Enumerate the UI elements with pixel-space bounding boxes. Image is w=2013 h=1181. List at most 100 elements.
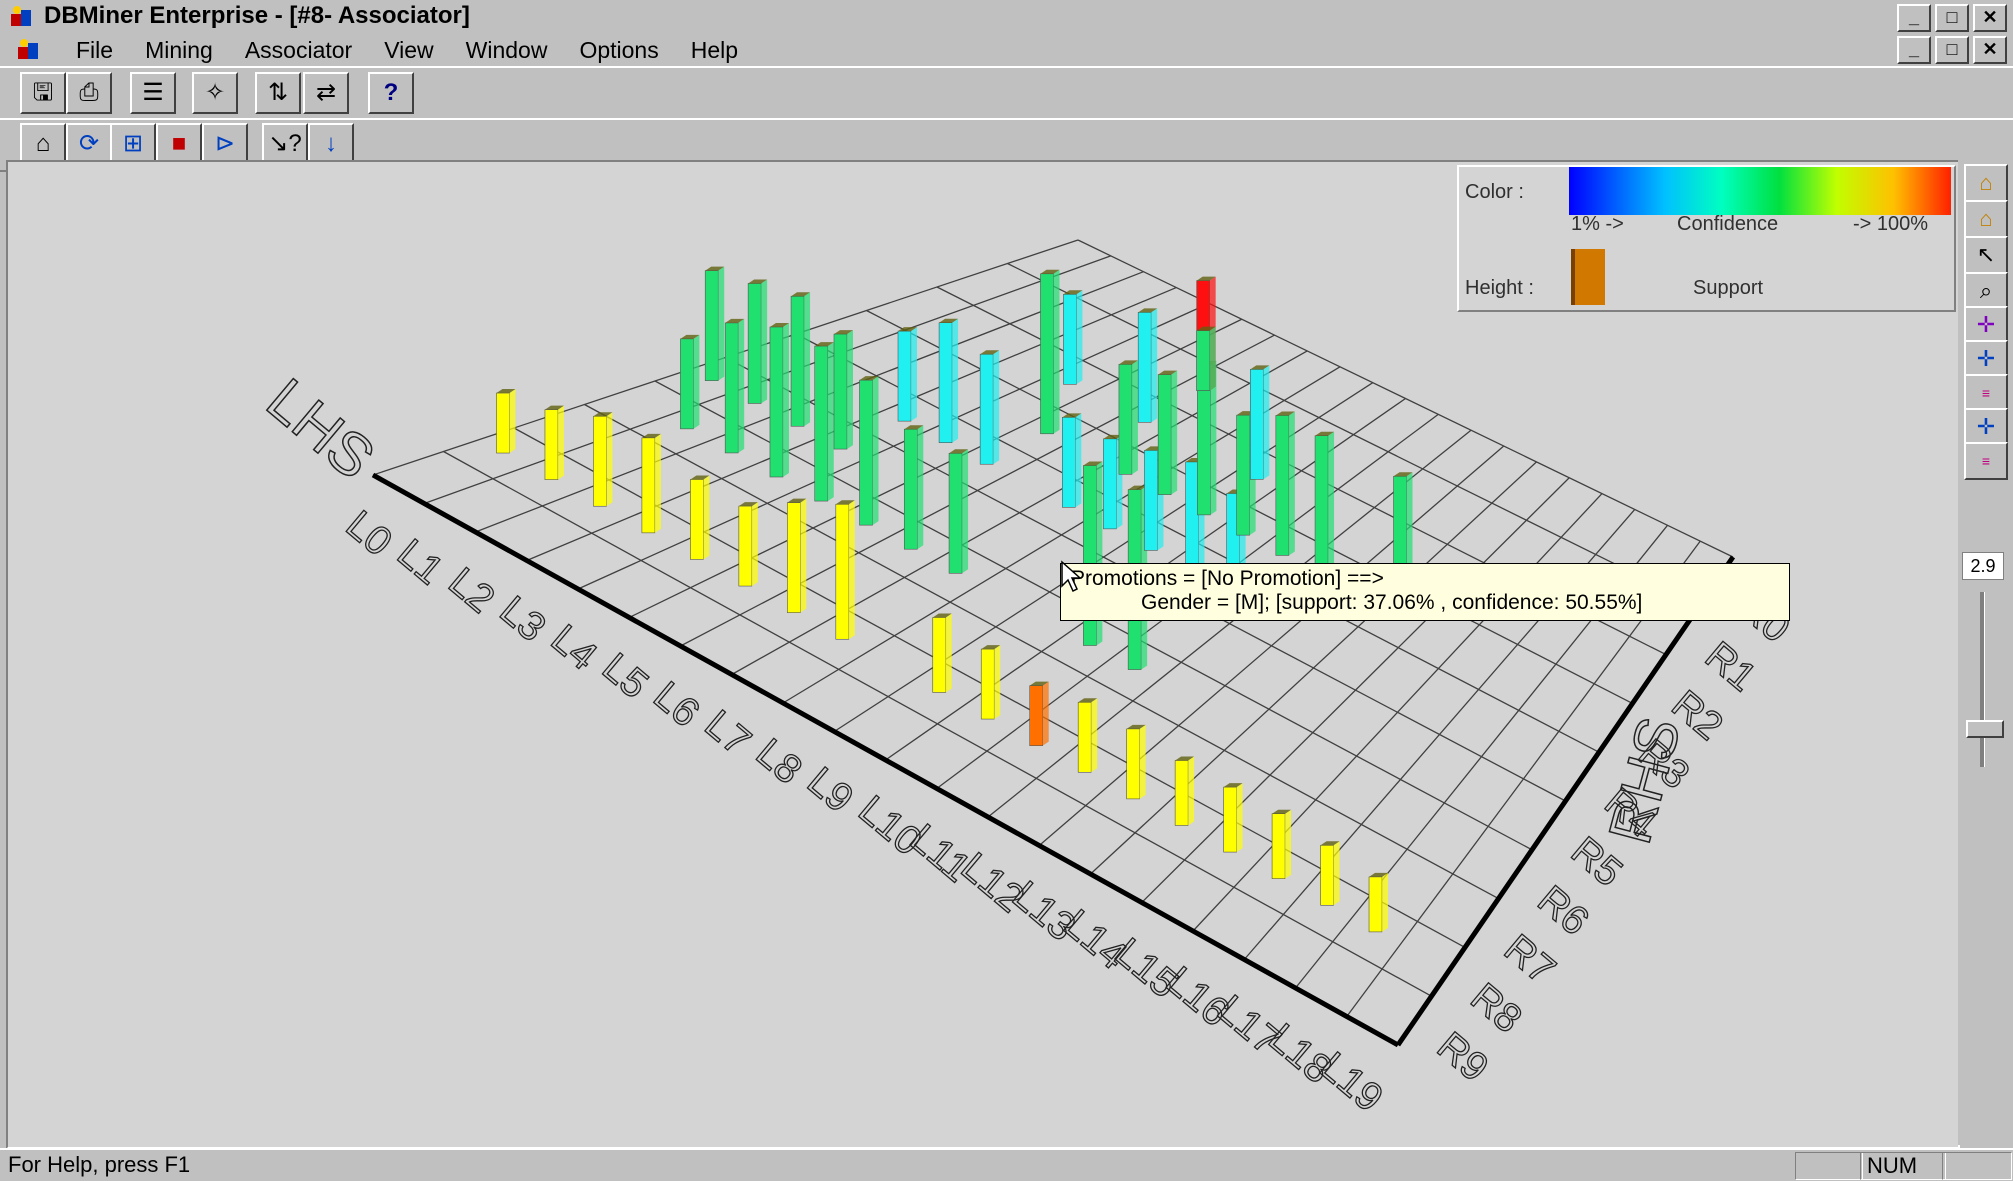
- grid-line: [371, 472, 1400, 1048]
- association-bar[interactable]: [496, 389, 516, 454]
- rhs-tick-label: R9: [1429, 1024, 1496, 1091]
- title-bar: DBMiner Enterprise - [#8- Associator] _ …: [0, 0, 2013, 35]
- association-bar[interactable]: [790, 292, 811, 427]
- association-bar[interactable]: [680, 334, 700, 430]
- association-bar[interactable]: [814, 342, 834, 502]
- association-bar[interactable]: [1063, 290, 1083, 385]
- grid-line: [443, 450, 1432, 997]
- close-button[interactable]: ✕: [1973, 4, 2007, 32]
- association-bar[interactable]: [769, 323, 789, 478]
- menu-window[interactable]: Window: [465, 37, 548, 63]
- main-toolbar: 🖫 ⎙ ☰ ✧ ⇅ ⇄ ?: [0, 66, 2013, 120]
- menu-options[interactable]: Options: [579, 37, 659, 63]
- association-bar[interactable]: [1320, 841, 1340, 906]
- child-minimize-button[interactable]: _: [1897, 36, 1931, 64]
- menu-help[interactable]: Help: [690, 37, 739, 63]
- list-view-icon[interactable]: ☰: [130, 72, 176, 114]
- document-icon[interactable]: [14, 37, 42, 63]
- association-bar[interactable]: [979, 350, 1000, 465]
- association-bar[interactable]: [1062, 413, 1082, 508]
- association-bar[interactable]: [835, 500, 855, 640]
- association-bar[interactable]: [980, 645, 1001, 720]
- association-bar[interactable]: [1157, 370, 1178, 495]
- association-bar[interactable]: [787, 498, 807, 613]
- lhs-axis-title: LHS: [255, 366, 387, 492]
- zoom-slider[interactable]: 2.9: [1962, 552, 2012, 777]
- association-bar[interactable]: [1223, 783, 1243, 853]
- association-bar[interactable]: [1118, 360, 1138, 475]
- association-bar[interactable]: [690, 475, 710, 560]
- child-close-button[interactable]: ✕: [1973, 36, 2007, 64]
- rotate-view-icon[interactable]: ✛: [1964, 306, 2008, 344]
- association-bar[interactable]: [544, 405, 564, 480]
- move-icon[interactable]: ✛: [1964, 340, 2008, 378]
- drilldown-icon[interactable]: ↓: [308, 123, 354, 165]
- lhs-tick-label: L5: [594, 645, 656, 707]
- association-bar[interactable]: [1174, 756, 1195, 826]
- association-bar[interactable]: [859, 376, 879, 526]
- association-bar[interactable]: [833, 330, 853, 450]
- association-bar[interactable]: [704, 266, 725, 381]
- branch-icon[interactable]: ⊳: [202, 123, 248, 165]
- grid-line: [584, 403, 1499, 900]
- association-bar[interactable]: [1196, 326, 1216, 391]
- child-restore-button[interactable]: □: [1935, 36, 1969, 64]
- restore-button[interactable]: □: [1935, 4, 1969, 32]
- association-bar[interactable]: [1137, 308, 1158, 423]
- association-bar[interactable]: [948, 449, 969, 574]
- filter-alt-icon[interactable]: ≡: [1964, 442, 2008, 480]
- association-bar[interactable]: [1040, 269, 1060, 435]
- association-bar[interactable]: [1029, 681, 1049, 746]
- move-alt-icon[interactable]: ✛: [1964, 408, 2008, 446]
- association-bar[interactable]: [1271, 809, 1292, 879]
- association-bar[interactable]: [938, 318, 959, 443]
- lhs-tick-label: L1: [389, 531, 451, 593]
- menu-file[interactable]: File: [76, 37, 114, 63]
- filter-icon[interactable]: ≡: [1964, 374, 2008, 412]
- print-icon[interactable]: ⎙: [66, 72, 112, 114]
- slider-track[interactable]: [1980, 592, 1985, 767]
- menu-mining[interactable]: Mining: [145, 37, 213, 63]
- query-icon[interactable]: ↘?: [262, 123, 308, 165]
- association-bar[interactable]: [1126, 724, 1146, 800]
- lhs-tick-label: L6: [645, 673, 707, 735]
- chart-icon[interactable]: ■: [156, 123, 202, 165]
- rotate-icon[interactable]: ⟳: [66, 123, 112, 165]
- association-bar[interactable]: [903, 425, 924, 550]
- support-height-swatch: [1571, 249, 1605, 305]
- association-bar[interactable]: [932, 613, 952, 693]
- select-arrow-icon[interactable]: ↖: [1964, 236, 2008, 274]
- association-bar[interactable]: [593, 412, 613, 507]
- association-bar[interactable]: [747, 279, 768, 404]
- association-bar[interactable]: [1275, 411, 1295, 556]
- menu-associator[interactable]: Associator: [244, 37, 353, 63]
- menu-view[interactable]: View: [384, 37, 434, 63]
- plot-bars: [496, 266, 1413, 933]
- association-bar[interactable]: [897, 327, 918, 422]
- associator-view[interactable]: LHS RHS L0 L1 L2 L3 L4 L5 L6 L7 L8 L9 L10 L11 L12 L13…: [6, 160, 1960, 1149]
- save-icon[interactable]: 🖫: [20, 72, 66, 114]
- association-bar[interactable]: [1314, 431, 1335, 577]
- association-bar[interactable]: [1250, 365, 1270, 480]
- association-bar[interactable]: [738, 502, 758, 587]
- home-icon[interactable]: ⌂: [1964, 164, 2008, 202]
- zoom-icon[interactable]: ⌕: [1964, 272, 2008, 310]
- grid-icon[interactable]: ⊞: [110, 123, 156, 165]
- help-icon[interactable]: ?: [368, 72, 414, 114]
- home-alt-icon[interactable]: ⌂: [1964, 200, 2008, 238]
- association-bar[interactable]: [641, 433, 661, 534]
- association-bar[interactable]: [1368, 872, 1389, 933]
- association-bar[interactable]: [1103, 434, 1123, 530]
- window-title: DBMiner Enterprise - [#8- Associator]: [44, 2, 470, 29]
- grid-line: [1395, 555, 1736, 1047]
- swap-icon[interactable]: ⇄: [303, 72, 349, 114]
- rhs-tick-label: R6: [1529, 877, 1596, 944]
- minimize-button[interactable]: _: [1897, 4, 1931, 32]
- wand-icon[interactable]: ✧: [192, 72, 238, 114]
- slider-thumb[interactable]: [1966, 720, 2004, 738]
- association-bar[interactable]: [1077, 698, 1098, 773]
- sort-icon[interactable]: ⇅: [255, 72, 301, 114]
- properties-icon[interactable]: ⌂: [20, 123, 66, 165]
- status-bar: For Help, press F1 NUM: [0, 1148, 2013, 1181]
- association-bar[interactable]: [724, 318, 745, 454]
